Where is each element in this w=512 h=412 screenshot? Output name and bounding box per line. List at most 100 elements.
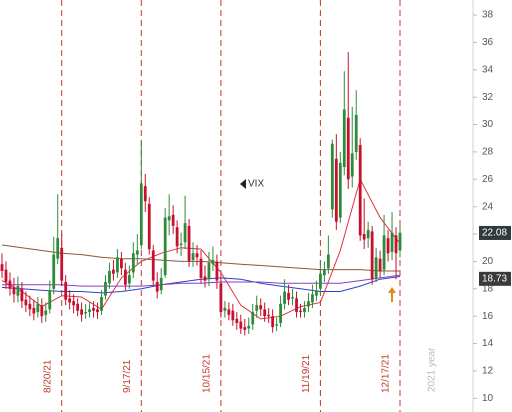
y-tick-label: 18 xyxy=(482,283,494,294)
candle-body xyxy=(195,253,199,258)
candle-body xyxy=(390,232,394,252)
candle-body xyxy=(155,281,159,292)
candle-body xyxy=(291,297,294,299)
candle-body xyxy=(20,288,24,302)
candle-body xyxy=(322,269,326,276)
candle-body xyxy=(36,303,40,313)
candle-body xyxy=(283,291,286,304)
candle-body xyxy=(239,321,243,329)
y-tick-label: 10 xyxy=(482,393,494,404)
candle-body xyxy=(307,301,310,307)
y-tick-label: 34 xyxy=(482,64,494,75)
x-tick-label: 8/20/21 xyxy=(42,359,53,393)
candle-body xyxy=(370,231,374,280)
candle-body xyxy=(223,307,227,311)
x-tick-label: 10/15/21 xyxy=(202,354,213,393)
candle-body xyxy=(366,229,370,239)
candle-body xyxy=(394,235,398,254)
candle-body xyxy=(354,114,358,152)
y-tick-label: 16 xyxy=(482,311,494,322)
candle-body xyxy=(167,216,171,221)
candle-body xyxy=(0,264,4,272)
candle-body xyxy=(303,307,306,313)
candle-body xyxy=(112,269,115,274)
candle-body xyxy=(338,162,342,218)
candle-body xyxy=(330,143,334,210)
candle-body xyxy=(40,305,44,317)
candle-body xyxy=(326,254,330,269)
candle-body xyxy=(295,298,298,313)
candle-body xyxy=(143,186,147,202)
candle-body xyxy=(378,258,382,272)
candle-body xyxy=(147,203,151,250)
candle-body xyxy=(44,310,48,315)
price-tag-label: 22.08 xyxy=(482,228,507,239)
y-tick-label: 12 xyxy=(482,366,494,377)
candle-body xyxy=(199,258,203,278)
candle-body xyxy=(123,269,127,285)
candle-body xyxy=(187,225,191,262)
candle-body xyxy=(56,238,60,259)
candle-body xyxy=(334,158,338,222)
candle-body xyxy=(267,314,271,317)
candle-body xyxy=(287,292,290,300)
candle-body xyxy=(259,305,263,310)
candle-body xyxy=(219,283,223,313)
candle-body xyxy=(374,257,378,278)
candle-body xyxy=(227,309,231,315)
price-tag xyxy=(479,225,511,240)
candle-body xyxy=(131,253,135,273)
candle-body xyxy=(100,297,103,311)
candle-body xyxy=(311,294,314,303)
candle-body xyxy=(135,250,139,255)
candle-body xyxy=(342,109,346,167)
y-tick-label: 28 xyxy=(482,147,494,158)
candle-body xyxy=(247,325,251,329)
y-tick-label: 20 xyxy=(482,256,494,267)
candle-body xyxy=(92,307,95,311)
candles xyxy=(0,52,402,336)
candle-body xyxy=(398,232,402,251)
y-tick-label: 14 xyxy=(482,338,494,349)
symbol-marker xyxy=(240,179,246,189)
candle-body xyxy=(191,253,195,261)
price-tag xyxy=(479,271,511,286)
candle-body xyxy=(16,286,20,296)
candle-body xyxy=(350,153,354,177)
candle-body xyxy=(80,309,83,315)
candle-body xyxy=(96,309,99,313)
y-tick-label: 38 xyxy=(482,10,494,21)
signal-arrow xyxy=(388,287,396,302)
candle-body xyxy=(32,307,36,314)
candle-body xyxy=(139,183,143,246)
candle-body xyxy=(84,312,87,314)
candle-body xyxy=(346,117,350,180)
candle-body xyxy=(299,310,302,313)
y-tick-label: 24 xyxy=(482,201,494,212)
candle-body xyxy=(207,262,211,280)
moving-average-line xyxy=(1,177,401,320)
symbol-label: VIX xyxy=(248,179,264,190)
candle-body xyxy=(251,312,255,325)
candle-body xyxy=(60,247,64,281)
candle-body xyxy=(52,254,56,289)
candle-body xyxy=(235,318,239,324)
candle-body xyxy=(175,227,179,247)
x-tick-label: 9/17/21 xyxy=(122,359,133,393)
candle-body xyxy=(255,305,259,311)
x-tick-label: 12/17/21 xyxy=(381,354,392,393)
candle-body xyxy=(116,257,119,273)
price-tag-label: 18.73 xyxy=(482,273,507,284)
candle-body xyxy=(179,243,183,246)
candle-body xyxy=(72,301,76,306)
candle-body xyxy=(151,250,155,281)
candle-body xyxy=(48,290,52,310)
x-tick-label: 11/19/21 xyxy=(301,354,312,393)
candle-body xyxy=(231,310,235,321)
candle-body xyxy=(104,281,107,296)
candle-body xyxy=(215,261,219,281)
candle-body xyxy=(159,277,163,291)
candle-body xyxy=(271,316,275,328)
candle-body xyxy=(358,145,362,236)
